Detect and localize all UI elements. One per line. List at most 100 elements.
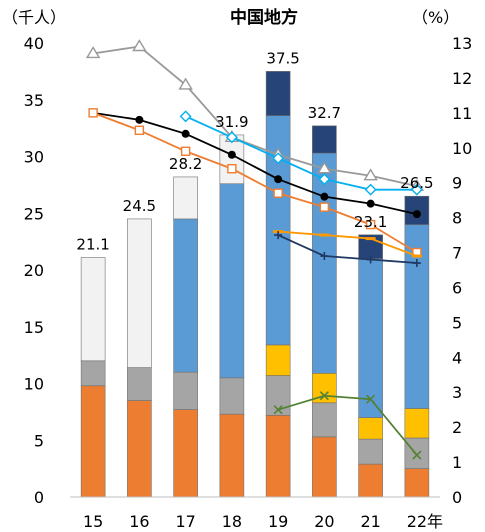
bar-segment: [265, 71, 291, 116]
series-line: [92, 112, 418, 254]
bar-segment: [312, 402, 337, 438]
bar-segment: [312, 125, 337, 154]
data-point: [178, 77, 193, 90]
right-axis-unit: （%）: [412, 8, 459, 27]
data-point: [181, 129, 190, 138]
series-line: [92, 45, 418, 188]
data-point: [364, 183, 377, 196]
data-point: [319, 202, 330, 212]
bar-segment: [80, 385, 106, 498]
chart-title: 中国地方: [230, 7, 298, 28]
total-label: 23.1: [354, 213, 387, 231]
total-label: 31.9: [215, 113, 248, 131]
bar-segment: [404, 408, 430, 439]
bar-segment: [173, 218, 198, 373]
category-label: 16: [129, 512, 149, 531]
bar-segment: [127, 400, 152, 498]
data-point: [134, 125, 145, 136]
data-point: [412, 210, 421, 219]
total-label: 24.5: [123, 197, 156, 215]
data-point: [365, 219, 376, 230]
right-tick-label: 11: [452, 104, 472, 123]
right-tick-label: 10: [452, 139, 472, 158]
bar-segment: [173, 176, 198, 220]
category-label: 15: [83, 512, 103, 531]
left-tick-label: 35: [24, 91, 44, 110]
data-point: [274, 231, 283, 240]
data-point: [363, 168, 378, 181]
bar-segment: [404, 437, 430, 469]
bar-segment: [358, 438, 383, 465]
data-point: [225, 131, 238, 144]
category-label: 20: [314, 512, 334, 531]
data-point: [318, 173, 331, 186]
series-line: [277, 234, 417, 264]
right-tick-label: 2: [452, 418, 462, 437]
category-label: 17: [175, 512, 195, 531]
left-tick-label: 30: [24, 148, 44, 167]
data-point: [366, 199, 375, 208]
data-point: [272, 152, 285, 165]
category-label: 19: [268, 512, 288, 531]
data-point: [320, 252, 329, 261]
data-point: [85, 46, 101, 59]
right-tick-label: 0: [452, 488, 462, 507]
bar-segment: [127, 218, 152, 368]
data-point: [179, 110, 192, 123]
data-point: [227, 164, 237, 174]
total-label: 32.7: [308, 104, 341, 122]
data-point: [135, 115, 144, 124]
data-point: [366, 255, 375, 264]
data-point: [317, 161, 332, 174]
left-tick-label: 0: [34, 488, 44, 507]
left-tick-label: 5: [34, 431, 44, 450]
bar-segment: [219, 377, 245, 415]
bar-segment: [312, 152, 337, 374]
bar-segment: [80, 257, 106, 362]
right-tick-label: 7: [452, 244, 462, 263]
right-tick-label: 6: [452, 278, 462, 297]
right-tick-label: 8: [452, 209, 462, 228]
left-tick-label: 20: [24, 261, 44, 280]
bar-segment: [127, 367, 152, 401]
total-label: 26.5: [400, 174, 433, 192]
left-tick-label: 15: [24, 318, 44, 337]
bar-segment: [173, 371, 198, 410]
category-label: 21: [360, 512, 380, 531]
right-tick-label: 4: [452, 348, 462, 367]
right-tick-label: 1: [452, 453, 462, 472]
series-line: [92, 111, 418, 216]
right-tick-label: 9: [452, 174, 462, 193]
bar-segment: [219, 183, 245, 379]
bar-segment: [80, 360, 106, 387]
bar-segment: [173, 409, 198, 498]
left-tick-label: 10: [24, 375, 44, 394]
right-tick-label: 12: [452, 69, 472, 88]
bar-segment: [265, 344, 291, 376]
data-point: [227, 150, 236, 159]
data-point: [320, 192, 329, 201]
data-point: [412, 259, 421, 268]
data-point: [273, 405, 283, 415]
category-label: 22年: [407, 512, 443, 531]
left-axis-unit: （千人）: [2, 8, 66, 27]
left-tick-label: 25: [24, 204, 44, 223]
data-point: [132, 39, 147, 52]
category-label: 18: [222, 512, 242, 531]
right-tick-label: 3: [452, 383, 462, 402]
data-point: [412, 450, 422, 460]
bar-segment: [358, 463, 383, 498]
data-point: [180, 146, 191, 156]
right-tick-label: 13: [452, 34, 472, 53]
series-line: [185, 115, 417, 191]
total-label: 37.5: [266, 49, 299, 67]
total-label: 21.1: [76, 236, 109, 254]
data-point: [273, 188, 283, 198]
bar-segment: [404, 468, 430, 498]
bar-segment: [312, 436, 337, 498]
total-label: 28.2: [169, 155, 202, 173]
bar-segment: [358, 417, 383, 440]
right-tick-label: 5: [452, 313, 462, 332]
bar-segment: [358, 258, 383, 418]
